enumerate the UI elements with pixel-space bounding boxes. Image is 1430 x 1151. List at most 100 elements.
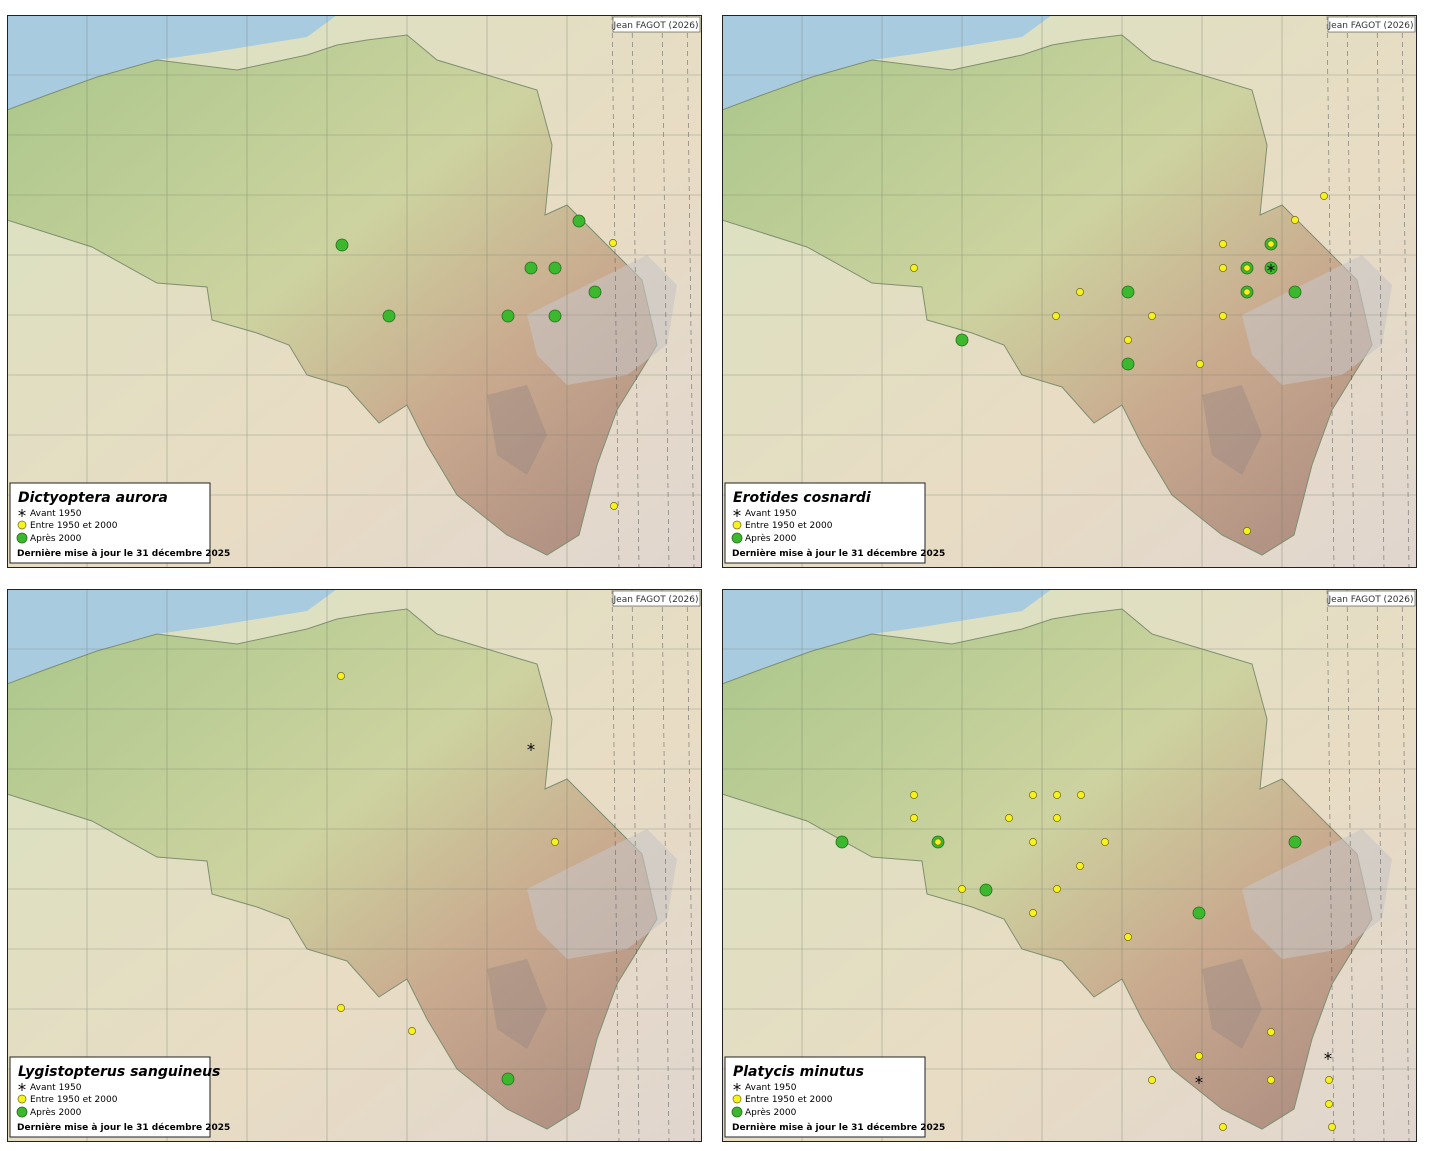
legend: Dictyoptera aurora Avant 1950 Entre 1950 e…: [9, 482, 230, 564]
credit: Jean FAGOT (2026): [613, 595, 699, 605]
yellow-marker: [1243, 527, 1251, 535]
legend: Lygistopterus sanguineus Avant 1950 Entre …: [9, 1056, 230, 1138]
green-marker: [1192, 906, 1206, 920]
yellow-marker: [337, 672, 345, 680]
species-title: Dictyoptera aurora: [18, 490, 168, 506]
credit: Jean FAGOT (2026): [613, 21, 699, 31]
species-title: Platycis minutus: [733, 1064, 864, 1080]
credit-box: [1327, 16, 1416, 33]
legend-green: [16, 1106, 28, 1118]
green-marker: [501, 309, 515, 323]
update-note: Dernière mise à jour le 31 décembre 2025: [732, 1122, 945, 1133]
yellow-marker: [1267, 1076, 1275, 1084]
map-panel: Jean FAGOT (2026) Erotides cosnardi Avant …: [722, 15, 1417, 568]
yellow-marker: [1328, 1123, 1336, 1131]
green-marker: [835, 835, 849, 849]
legend-label: Après 2000: [30, 1107, 82, 1118]
legend-green: [731, 1106, 743, 1118]
green-marker: [955, 333, 969, 347]
legend-green: [731, 532, 743, 544]
yellow-marker: [1052, 312, 1060, 320]
legend-label: Entre 1950 et 2000: [745, 521, 833, 531]
yellow-marker: [337, 1004, 345, 1012]
star-marker: [1267, 264, 1275, 272]
yellow-marker: [1219, 1123, 1227, 1131]
legend-box: [9, 1056, 211, 1138]
green-marker: [382, 309, 396, 323]
legend-box: [724, 482, 926, 564]
legend-label: Après 2000: [745, 533, 797, 544]
legend-label: Après 2000: [745, 1107, 797, 1118]
green-marker: [1288, 285, 1302, 299]
yellow-marker: [1195, 1052, 1203, 1060]
legend-yellow: [17, 1094, 27, 1104]
legend-yellow: [17, 520, 27, 530]
update-note: Dernière mise à jour le 31 décembre 2025: [17, 1122, 230, 1133]
legend-label: Après 2000: [30, 533, 82, 544]
credit-box: [612, 16, 701, 33]
map-panel: Jean FAGOT (2026) Platycis minutus Avant 1…: [722, 589, 1417, 1142]
yellow-marker: [1219, 240, 1227, 248]
yellow-marker: [1029, 838, 1037, 846]
yellow-marker: [551, 838, 559, 846]
yellow-marker: [1219, 312, 1227, 320]
yellow-marker: [1124, 336, 1132, 344]
yellow-marker: [1325, 1100, 1333, 1108]
yellow-marker: [1053, 885, 1061, 893]
yellow-marker: [1029, 791, 1037, 799]
yellow-marker: [1053, 791, 1061, 799]
species-title: Lygistopterus sanguineus: [18, 1064, 220, 1080]
yellow-marker: [1148, 1076, 1156, 1084]
yellow-marker: [1005, 814, 1013, 822]
legend-green: [16, 532, 28, 544]
yellow-marker: [1148, 312, 1156, 320]
green-marker: [501, 1072, 515, 1086]
map-panel: Jean FAGOT (2026) Lygistopterus sanguineu…: [7, 589, 702, 1142]
credit: Jean FAGOT (2026): [1328, 21, 1414, 31]
green-marker: [572, 214, 586, 228]
star-marker: [527, 743, 535, 751]
legend-label: Avant 1950: [30, 1083, 82, 1093]
yellow-marker: [910, 791, 918, 799]
yellow-marker: [610, 502, 618, 510]
yellow-marker: [934, 838, 942, 846]
update-note: Dernière mise à jour le 31 décembre 2025: [17, 548, 230, 559]
star-marker: [733, 509, 741, 517]
yellow-marker: [1101, 838, 1109, 846]
legend-yellow: [732, 1094, 742, 1104]
yellow-marker: [958, 885, 966, 893]
star-marker: [1195, 1076, 1203, 1084]
legend: Erotides cosnardi Avant 1950 Entre 1950 et…: [724, 482, 945, 564]
yellow-marker: [1325, 1076, 1333, 1084]
green-marker: [979, 883, 993, 897]
star-marker: [1324, 1052, 1332, 1060]
map-panel: Jean FAGOT (2026) Dictyoptera aurora Avant…: [7, 15, 702, 568]
yellow-marker: [1243, 288, 1251, 296]
green-marker: [1121, 285, 1135, 299]
legend-yellow: [732, 520, 742, 530]
legend-label: Avant 1950: [745, 509, 797, 519]
green-marker: [548, 309, 562, 323]
credit-box: [612, 590, 701, 607]
green-marker: [1288, 835, 1302, 849]
yellow-marker: [1267, 1028, 1275, 1036]
legend-label: Entre 1950 et 2000: [745, 1095, 833, 1105]
yellow-marker: [1076, 862, 1084, 870]
yellow-marker: [910, 814, 918, 822]
yellow-marker: [1320, 192, 1328, 200]
yellow-marker: [1196, 360, 1204, 368]
green-marker: [524, 261, 538, 275]
legend-box: [9, 482, 211, 564]
green-marker: [335, 238, 349, 252]
credit: Jean FAGOT (2026): [1328, 595, 1414, 605]
yellow-marker: [1219, 264, 1227, 272]
star-marker: [733, 1083, 741, 1091]
yellow-marker: [1124, 933, 1132, 941]
yellow-marker: [1267, 240, 1275, 248]
update-note: Dernière mise à jour le 31 décembre 2025: [732, 548, 945, 559]
yellow-marker: [1243, 264, 1251, 272]
legend-label: Entre 1950 et 2000: [30, 521, 118, 531]
yellow-marker: [1076, 288, 1084, 296]
yellow-marker: [408, 1027, 416, 1035]
green-marker: [548, 261, 562, 275]
